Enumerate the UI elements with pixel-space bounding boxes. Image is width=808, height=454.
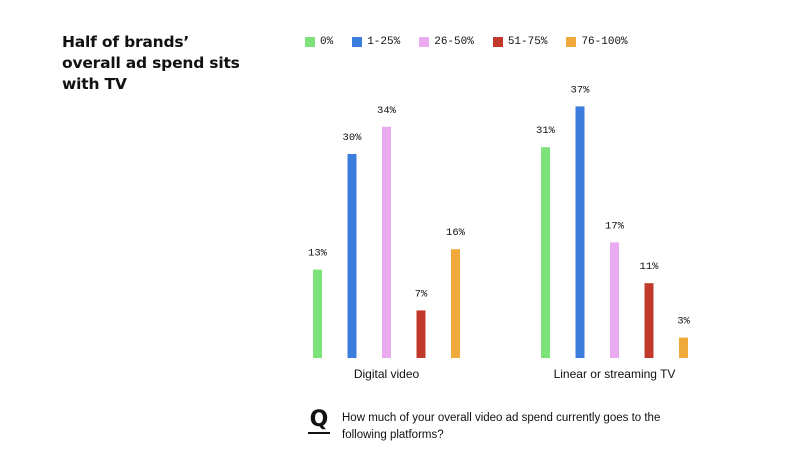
legend-item-1: 1-25% xyxy=(352,36,400,48)
category-label: Digital video xyxy=(354,367,420,381)
legend-label: 51-75% xyxy=(507,36,548,48)
data-label: 13% xyxy=(308,248,328,260)
data-label: 17% xyxy=(605,220,625,232)
legend-label: 76-100% xyxy=(581,36,628,48)
question-icon: Q xyxy=(308,407,330,434)
question-text: How much of your overall video ad spend … xyxy=(342,412,661,441)
category-label: Linear or streaming TV xyxy=(554,367,676,381)
legend-label: 1-25% xyxy=(367,36,401,48)
chart-title: Half of brands’ overall ad spend sits wi… xyxy=(62,33,240,93)
bar-0-0 xyxy=(313,269,322,358)
bar-1-1 xyxy=(575,106,585,359)
legend-label: 0% xyxy=(320,36,334,48)
data-label: 7% xyxy=(415,288,428,300)
legend-swatch xyxy=(352,37,363,47)
data-label: 11% xyxy=(640,261,660,273)
legend-swatch xyxy=(419,37,430,47)
bar-1-0 xyxy=(541,147,550,358)
survey-question: Q How much of your overall video ad spen… xyxy=(308,407,682,444)
legend-item-2: 26-50% xyxy=(419,36,474,48)
data-label: 16% xyxy=(446,227,466,239)
legend-swatch xyxy=(566,37,577,47)
bar-0-1 xyxy=(347,154,357,358)
data-label: 37% xyxy=(571,84,591,96)
bar-1-3 xyxy=(644,283,654,358)
bar-1-2 xyxy=(610,242,619,358)
legend-swatch xyxy=(492,37,503,47)
data-label: 31% xyxy=(536,125,556,137)
legend-item-3: 51-75% xyxy=(492,36,548,48)
legend-item-4: 76-100% xyxy=(566,36,628,48)
bar-0-2 xyxy=(382,126,391,358)
legend-label: 26-50% xyxy=(434,36,474,48)
data-label: 30% xyxy=(343,132,363,144)
legend-item-0: 0% xyxy=(305,36,333,48)
bar-0-3 xyxy=(416,310,426,358)
bar-chart: 13% 30% 34% 7% 16% Digital video 31% 37% 17% 11% 3… xyxy=(308,84,690,381)
bar-1-4 xyxy=(679,337,688,358)
data-label: 3% xyxy=(677,316,690,328)
legend: 0% 1-25% 26-50% 51-75% 76-100% xyxy=(305,36,647,48)
bar-0-4 xyxy=(451,249,460,358)
legend-swatch xyxy=(305,37,315,47)
data-label: 34% xyxy=(377,105,397,117)
